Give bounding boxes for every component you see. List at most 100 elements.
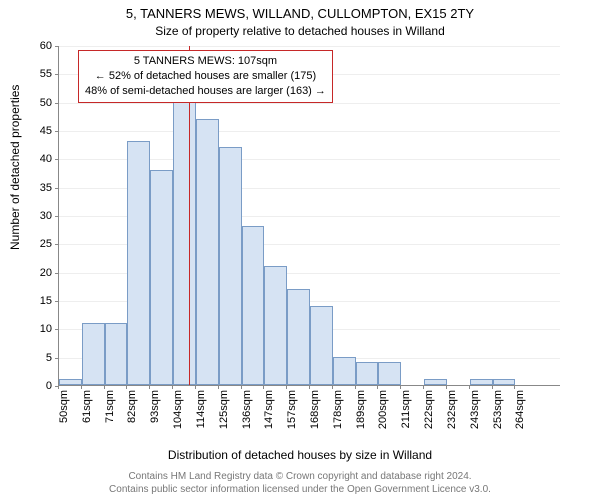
x-tick-label: 114sqm (195, 390, 207, 430)
y-tick-mark (55, 188, 58, 189)
histogram-bar (264, 266, 287, 385)
x-axis-label: Distribution of detached houses by size … (0, 448, 600, 462)
x-tick-mark (149, 386, 150, 389)
x-tick-label: 93sqm (149, 390, 161, 430)
x-tick-mark (286, 386, 287, 389)
x-tick-label: 178sqm (332, 390, 344, 430)
x-tick-mark (195, 386, 196, 389)
histogram-bar (424, 379, 447, 385)
histogram-bar (333, 357, 356, 385)
x-tick-mark (400, 386, 401, 389)
chart-container: 5, TANNERS MEWS, WILLAND, CULLOMPTON, EX… (0, 0, 600, 500)
x-tick-label: 232sqm (446, 390, 458, 430)
histogram-bar (356, 362, 379, 385)
x-tick-mark (104, 386, 105, 389)
y-tick-mark (55, 103, 58, 104)
x-tick-label: 211sqm (400, 390, 412, 430)
y-tick-mark (55, 159, 58, 160)
x-tick-mark (241, 386, 242, 389)
x-tick-label: 189sqm (355, 390, 367, 430)
x-tick-label: 104sqm (172, 390, 184, 430)
footer-line2: Contains public sector information licen… (0, 483, 600, 496)
y-tick-label: 15 (40, 295, 52, 307)
x-tick-mark (218, 386, 219, 389)
y-tick-label: 30 (40, 210, 52, 222)
histogram-bar (59, 379, 82, 385)
x-tick-label: 200sqm (377, 390, 389, 430)
x-tick-mark (377, 386, 378, 389)
histogram-bar (287, 289, 310, 385)
y-tick-label: 20 (40, 267, 52, 279)
y-tick-label: 25 (40, 238, 52, 250)
x-tick-label: 125sqm (218, 390, 230, 430)
histogram-bar (378, 362, 401, 385)
x-tick-label: 147sqm (263, 390, 275, 430)
y-tick-mark (55, 301, 58, 302)
gridline (59, 46, 560, 47)
x-tick-mark (423, 386, 424, 389)
y-tick-mark (55, 74, 58, 75)
gridline (59, 103, 560, 104)
annotation-line: ← 52% of detached houses are smaller (17… (85, 69, 326, 84)
chart-title-line2: Size of property relative to detached ho… (0, 24, 600, 38)
histogram-bar (242, 226, 265, 385)
x-tick-mark (58, 386, 59, 389)
annotation-line: 48% of semi-detached houses are larger (… (85, 84, 326, 99)
histogram-bar (493, 379, 516, 385)
x-tick-mark (514, 386, 515, 389)
y-tick-mark (55, 131, 58, 132)
x-tick-label: 243sqm (469, 390, 481, 430)
x-tick-label: 168sqm (309, 390, 321, 430)
footer-line1: Contains HM Land Registry data © Crown c… (0, 470, 600, 483)
x-tick-mark (309, 386, 310, 389)
x-tick-label: 253sqm (492, 390, 504, 430)
x-tick-mark (81, 386, 82, 389)
x-tick-label: 264sqm (514, 390, 526, 430)
x-tick-mark (446, 386, 447, 389)
y-tick-label: 5 (46, 352, 52, 364)
chart-title-line1: 5, TANNERS MEWS, WILLAND, CULLOMPTON, EX… (0, 6, 600, 21)
y-tick-mark (55, 273, 58, 274)
x-tick-mark (332, 386, 333, 389)
y-tick-label: 40 (40, 153, 52, 165)
footer-attribution: Contains HM Land Registry data © Crown c… (0, 470, 600, 496)
histogram-bar (82, 323, 105, 385)
x-tick-mark (263, 386, 264, 389)
x-tick-label: 61sqm (81, 390, 93, 430)
histogram-bar (105, 323, 128, 385)
histogram-bar (310, 306, 333, 385)
x-tick-label: 71sqm (104, 390, 116, 430)
x-tick-mark (355, 386, 356, 389)
histogram-bar (219, 147, 242, 385)
x-tick-label: 82sqm (126, 390, 138, 430)
y-tick-label: 50 (40, 97, 52, 109)
gridline (59, 131, 560, 132)
x-tick-label: 222sqm (423, 390, 435, 430)
y-tick-mark (55, 216, 58, 217)
y-tick-label: 0 (46, 380, 52, 392)
histogram-bar (196, 119, 219, 385)
y-tick-mark (55, 46, 58, 47)
histogram-bar (127, 141, 150, 385)
histogram-bar (150, 170, 173, 385)
x-tick-mark (126, 386, 127, 389)
x-tick-mark (172, 386, 173, 389)
y-tick-label: 35 (40, 182, 52, 194)
y-tick-label: 55 (40, 68, 52, 80)
annotation-line: 5 TANNERS MEWS: 107sqm (85, 54, 326, 69)
histogram-bar (173, 102, 196, 385)
y-tick-label: 10 (40, 323, 52, 335)
histogram-bar (470, 379, 493, 385)
x-tick-label: 50sqm (58, 390, 70, 430)
y-tick-mark (55, 244, 58, 245)
x-tick-label: 157sqm (286, 390, 298, 430)
x-tick-mark (469, 386, 470, 389)
y-axis-label: Number of detached properties (8, 85, 22, 250)
y-tick-mark (55, 329, 58, 330)
x-tick-mark (492, 386, 493, 389)
y-tick-mark (55, 358, 58, 359)
y-tick-label: 45 (40, 125, 52, 137)
x-tick-label: 136sqm (241, 390, 253, 430)
annotation-box: 5 TANNERS MEWS: 107sqm← 52% of detached … (78, 50, 333, 103)
y-tick-label: 60 (40, 40, 52, 52)
